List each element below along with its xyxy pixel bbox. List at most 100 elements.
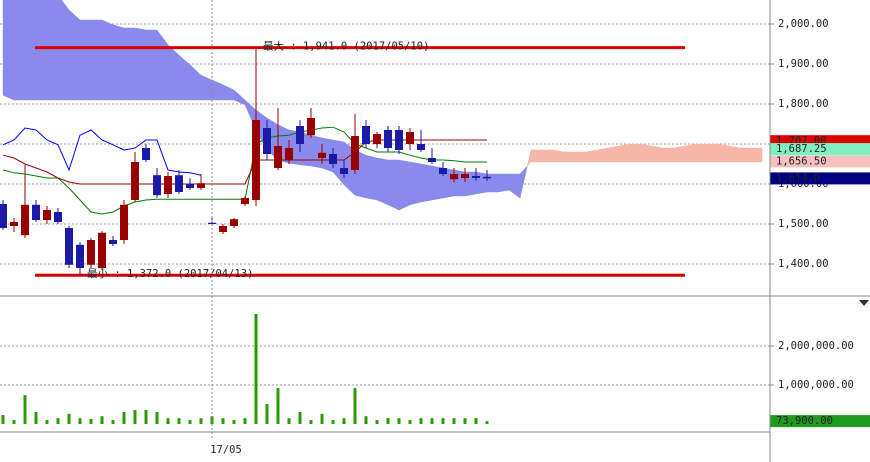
volume-bar xyxy=(309,420,313,425)
cloud-segment xyxy=(101,19,114,101)
volume-bar xyxy=(419,418,423,425)
candle-body xyxy=(472,176,480,178)
candle-body xyxy=(461,174,469,178)
volume-bar xyxy=(254,314,258,425)
volume-bar xyxy=(342,418,346,425)
candle-body xyxy=(43,210,51,220)
candle-body xyxy=(21,204,29,236)
cloud-segment xyxy=(607,145,620,163)
candle-body xyxy=(329,154,337,164)
candle-body xyxy=(54,212,62,222)
candle-body xyxy=(76,244,84,268)
volume-bar xyxy=(331,420,335,425)
cloud-segment xyxy=(57,0,70,101)
volume-bar xyxy=(364,416,368,425)
cloud-segment xyxy=(662,147,675,163)
cloud-segment xyxy=(486,173,499,193)
cloud-segment xyxy=(497,173,510,193)
cloud-segment xyxy=(13,0,26,101)
volume-bar xyxy=(485,421,489,425)
price-label-box xyxy=(770,143,870,156)
volume-bar xyxy=(78,418,82,425)
volume-bar xyxy=(199,418,203,425)
candle-body xyxy=(340,168,348,174)
x-tick-label: 17/05 xyxy=(210,444,242,456)
volume-bar xyxy=(232,420,236,425)
volume-bar xyxy=(89,418,93,425)
candle-body xyxy=(373,134,381,144)
volume-bar xyxy=(265,404,269,425)
volume-bar xyxy=(56,418,60,425)
volume-bar xyxy=(452,418,456,425)
volume-label-box xyxy=(770,415,870,428)
cloud-segment xyxy=(728,145,741,163)
candle-body xyxy=(483,176,491,179)
cloud-segment xyxy=(640,143,653,163)
candle-body xyxy=(296,126,304,144)
candle-body xyxy=(395,130,403,150)
cloud-segment xyxy=(420,163,433,203)
volume-bar xyxy=(111,420,115,425)
candle-body xyxy=(0,204,7,228)
candle-body xyxy=(362,126,370,144)
cloud-segment xyxy=(629,143,642,163)
candle-body xyxy=(87,240,95,265)
candle-body xyxy=(384,130,392,148)
cloud-segment xyxy=(552,149,565,163)
candle-body xyxy=(197,183,205,188)
volume-bar xyxy=(221,418,225,425)
price-pane: 最大 : 1,941.0 (2017/05/10) 最小 : 1,372.0 (2… xyxy=(0,0,770,280)
cloud-segment xyxy=(651,145,664,163)
volume-bar xyxy=(177,418,181,425)
cloud-segment xyxy=(684,143,697,163)
y-tick-label: 1,000,000.00 xyxy=(778,379,854,391)
volume-bar xyxy=(287,418,291,425)
volume-bar xyxy=(188,420,192,425)
cloud-segment xyxy=(530,149,543,163)
cloud-segment xyxy=(750,147,763,163)
cloud-segment xyxy=(673,145,686,163)
volume-bar xyxy=(34,411,38,425)
candle-body xyxy=(406,132,414,144)
cloud-segment xyxy=(90,19,103,101)
volume-bar xyxy=(243,418,247,425)
cloud-segment xyxy=(134,27,147,101)
volume-bar xyxy=(386,418,390,425)
candle-body xyxy=(109,240,117,244)
price-label-box xyxy=(770,155,870,168)
candle-body xyxy=(10,222,18,226)
volume-bar xyxy=(12,420,16,425)
cloud-segment xyxy=(585,149,598,163)
candle-body xyxy=(219,226,227,232)
cloud-segment xyxy=(475,171,488,195)
cloud-segment xyxy=(563,151,576,163)
axes: 1,400.001,500.001,600.001,700.001,800.00… xyxy=(210,0,870,456)
candle-body xyxy=(142,148,150,160)
cloud-segment xyxy=(519,165,528,199)
volume-bar xyxy=(144,409,148,425)
cloud-segment xyxy=(618,143,631,163)
volume-pane xyxy=(0,314,770,425)
cloud-segment xyxy=(387,159,400,211)
price-label: 1,656.50 xyxy=(776,155,827,167)
candle-body xyxy=(186,184,194,188)
volume-bar xyxy=(441,418,445,425)
volume-bar xyxy=(430,418,434,425)
cloud-segment xyxy=(24,0,37,101)
extreme-label: 最大 : 1,941.0 (2017/05/10) xyxy=(263,40,429,53)
y-tick-label: 2,000.00 xyxy=(778,18,829,30)
volume-bar xyxy=(276,388,280,425)
candle-body xyxy=(307,118,315,136)
candle-body xyxy=(439,168,447,174)
cloud-segment xyxy=(695,143,708,163)
cloud-segment xyxy=(376,157,389,206)
candle-body xyxy=(120,204,128,240)
volume-bar xyxy=(474,418,478,425)
volume-bar xyxy=(408,420,412,425)
candle-body xyxy=(285,148,293,160)
cloud-segment xyxy=(409,161,422,206)
price-label-box xyxy=(770,172,870,185)
pane-menu-icon[interactable] xyxy=(859,300,869,306)
cloud-segment xyxy=(398,159,411,211)
